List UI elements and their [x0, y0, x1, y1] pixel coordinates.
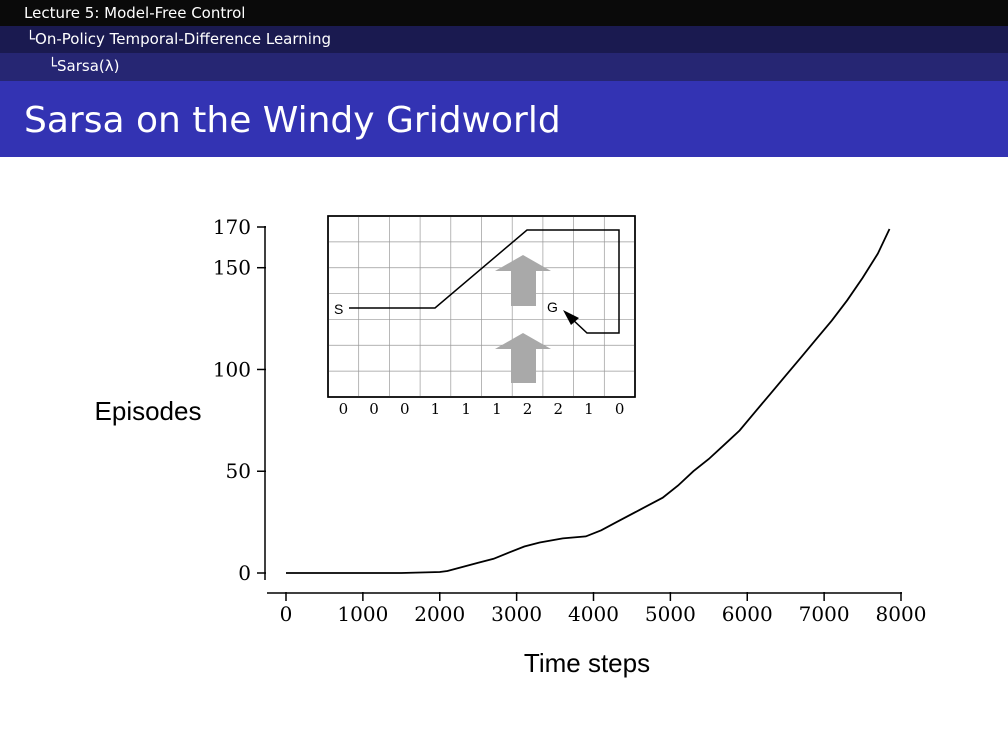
tree-branch-icon: └	[48, 57, 58, 75]
x-tick-label: 2000	[414, 602, 465, 626]
wind-strength-label: 1	[492, 400, 502, 418]
subsection-bar	[0, 26, 1008, 53]
section-bar	[0, 0, 1008, 26]
x-ticks: 0 1000 2000 3000 4000 5000 6000 7000 8000	[280, 592, 927, 626]
wind-arrow-lower-icon	[495, 333, 551, 383]
breadcrumb-subsection[interactable]: └On-Policy Temporal-Difference Learning	[26, 31, 331, 47]
breadcrumb-section[interactable]: Lecture 5: Model-Free Control	[24, 4, 246, 22]
x-tick-label: 7000	[799, 602, 850, 626]
x-tick-label: 1000	[337, 602, 388, 626]
y-axis-label: Episodes	[95, 396, 202, 426]
x-tick-label: 6000	[722, 602, 773, 626]
wind-strength-label: 2	[523, 400, 533, 418]
windy-gridworld-inset: S G 0 0 0 1 1 1 2 2 1 0	[327, 215, 636, 418]
y-tick-label: 100	[213, 357, 251, 381]
wind-arrow-upper-icon	[495, 255, 551, 306]
y-tick-label: 150	[213, 256, 251, 280]
wind-strength-label: 1	[431, 400, 441, 418]
wind-strength-label: 2	[553, 400, 563, 418]
x-tick-label: 8000	[876, 602, 927, 626]
x-tick-label: 3000	[491, 602, 542, 626]
title-bar	[0, 81, 1008, 157]
x-tick-label: 0	[280, 602, 293, 626]
slide-title: Sarsa on the Windy Gridworld	[24, 100, 561, 141]
breadcrumb-subsection-label: On-Policy Temporal-Difference Learning	[35, 30, 331, 48]
start-label: S	[334, 301, 343, 317]
wind-strength-label: 0	[369, 400, 379, 418]
x-axis-label: Time steps	[524, 648, 650, 678]
goal-label: G	[547, 299, 558, 315]
wind-strength-label: 0	[400, 400, 410, 418]
y-ticks: 0 50 100 150 170	[213, 215, 266, 585]
y-tick-label: 170	[213, 215, 251, 239]
breadcrumb-subsubsection-label: Sarsa(λ)	[57, 57, 120, 75]
y-tick-label: 50	[226, 459, 251, 483]
episodes-series-line	[286, 228, 891, 574]
wind-strength-label: 0	[339, 400, 349, 418]
subsubsection-bar	[0, 53, 1008, 81]
breadcrumb-subsubsection[interactable]: └Sarsa(λ)	[48, 58, 120, 74]
x-tick-label: 5000	[645, 602, 696, 626]
wind-strength-label: 1	[584, 400, 594, 418]
goal-arrowhead-icon	[563, 310, 579, 325]
wind-strength-label: 1	[461, 400, 471, 418]
path-line	[349, 229, 620, 334]
y-tick-label: 0	[238, 561, 251, 585]
wind-strength-label: 0	[615, 400, 625, 418]
x-tick-label: 4000	[568, 602, 619, 626]
tree-branch-icon: └	[26, 30, 36, 48]
